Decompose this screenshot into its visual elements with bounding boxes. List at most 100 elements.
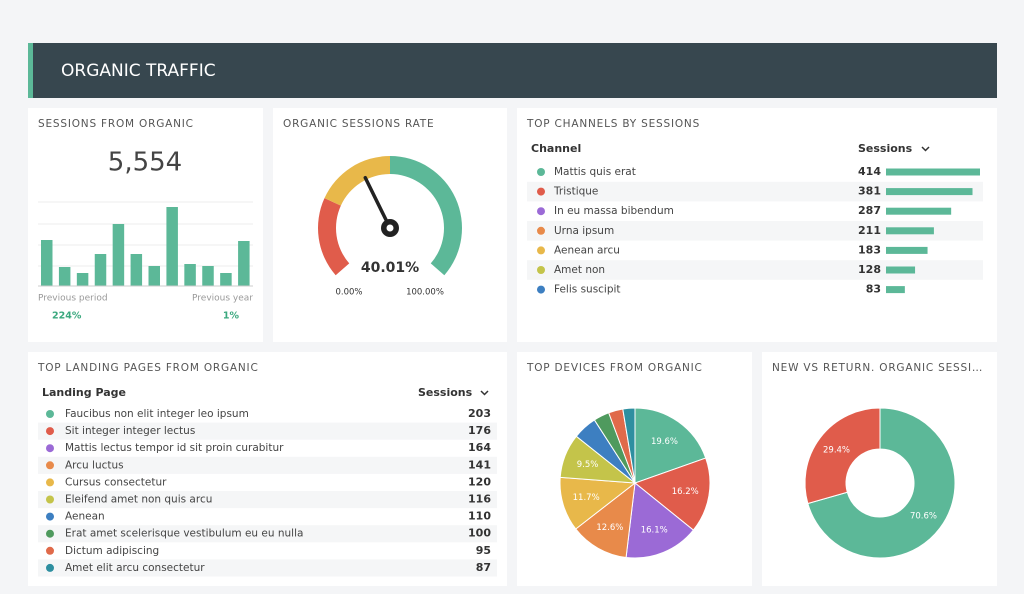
bar [112,224,125,286]
legend-dot [537,187,545,196]
sort-icon[interactable] [480,390,489,396]
row-value: 176 [468,424,491,437]
legend-dot [537,266,545,274]
row-value: 83 [866,283,881,296]
row-name: In eu massa bibendum [554,205,674,217]
bar [76,273,89,286]
gauge-hub-center [386,224,394,232]
row-bg [527,181,983,202]
row-name: Felis suscipit [554,284,621,296]
row-name: Eleifend amet non quis arcu [65,494,212,506]
bar [886,286,905,294]
bar [886,188,973,196]
compare-label: Previous year [192,294,253,304]
row-name: Sit integer integer lectus [65,425,195,437]
row-bg [38,456,497,474]
row-bg [38,422,497,440]
row-bg [527,221,983,241]
legend-dot [46,444,54,453]
row-bg [38,491,497,509]
slice-label: 19.6% [651,437,678,447]
row-name: Urna ipsum [554,225,614,237]
header-title: ORGANIC TRAFFIC [61,61,216,81]
column-header[interactable]: Sessions [858,142,913,155]
column-header[interactable]: Sessions [418,386,473,399]
kpi-value: 5,554 [108,148,182,178]
compare-value: 1% [223,311,240,322]
row-name: Tristique [553,186,598,198]
legend-dot [46,563,54,572]
row-name: Amet non [554,264,605,276]
bar [886,246,928,254]
legend-dot [537,285,545,294]
bar [220,273,232,286]
legend-dot [46,512,54,521]
slice-label: 16.2% [672,487,699,497]
row-value: 164 [468,441,491,454]
row-value: 141 [468,458,491,471]
gauge-band [390,156,463,276]
bar [238,241,250,286]
bar [886,227,934,235]
gauge-value: 40.01% [361,260,419,276]
row-value: 287 [858,204,881,217]
row-name: Aenean arcu [554,244,620,256]
legend-dot [537,226,545,235]
bar [58,267,71,286]
column-header: Landing Page [42,386,126,399]
row-value: 116 [468,493,491,506]
card-title: TOP CHANNELS BY SESSIONS [526,118,700,130]
row-name: Dictum adipiscing [65,545,159,557]
bar [886,266,916,274]
row-name: Mattis quis erat [554,166,636,178]
card-title: ORGANIC SESSIONS RATE [283,118,434,130]
bar [94,254,107,286]
bar [41,240,53,286]
slice [625,482,695,559]
row-value: 110 [468,510,491,523]
compare-label: Previous period [38,294,108,304]
bar [184,264,196,286]
slice [804,407,881,505]
legend-dot [46,461,54,470]
row-bg [38,559,497,577]
row-bg [38,525,497,543]
header-bar [28,43,997,98]
slice [622,407,636,484]
sort-icon[interactable] [921,146,930,152]
legend-dot [46,546,54,555]
row-value: 128 [858,263,881,276]
legend-dot [46,410,54,418]
gauge-band [324,156,390,206]
row-value: 414 [858,165,881,178]
legend-dot [46,478,54,487]
row-value: 183 [858,243,881,256]
card-title: SESSIONS FROM ORGANIC [38,118,194,130]
gauge-band [318,198,350,276]
gauge-max: 100.00% [406,288,444,298]
slice [807,407,956,559]
legend-dot [537,207,545,216]
gauge-needle [363,175,392,230]
row-bg [527,260,983,280]
slice-label: 29.4% [823,446,850,456]
row-name: Cursus consectetur [65,476,167,488]
row-value: 100 [468,527,491,540]
legend-dot [537,168,545,176]
legend-dot [46,529,54,538]
slice [575,481,636,559]
card-title: TOP LANDING PAGES FROM ORGANIC [37,362,259,374]
gauge-min: 0.00% [335,288,362,298]
row-value: 87 [476,561,491,574]
card-title: NEW VS RETURN. ORGANIC SESSI… [772,362,983,374]
legend-dot [537,246,545,255]
bar [130,254,143,286]
slice-label: 11.7% [573,493,600,503]
row-name: Faucibus non elit integer leo ipsum [65,408,249,420]
slice-label: 9.5% [577,460,599,470]
compare-value: 224% [52,311,82,322]
row-value: 95 [476,544,491,557]
row-name: Aenean [65,511,105,523]
row-name: Mattis lectus tempor id sit proin curabi… [65,442,284,454]
slice-label: 12.6% [596,523,623,533]
